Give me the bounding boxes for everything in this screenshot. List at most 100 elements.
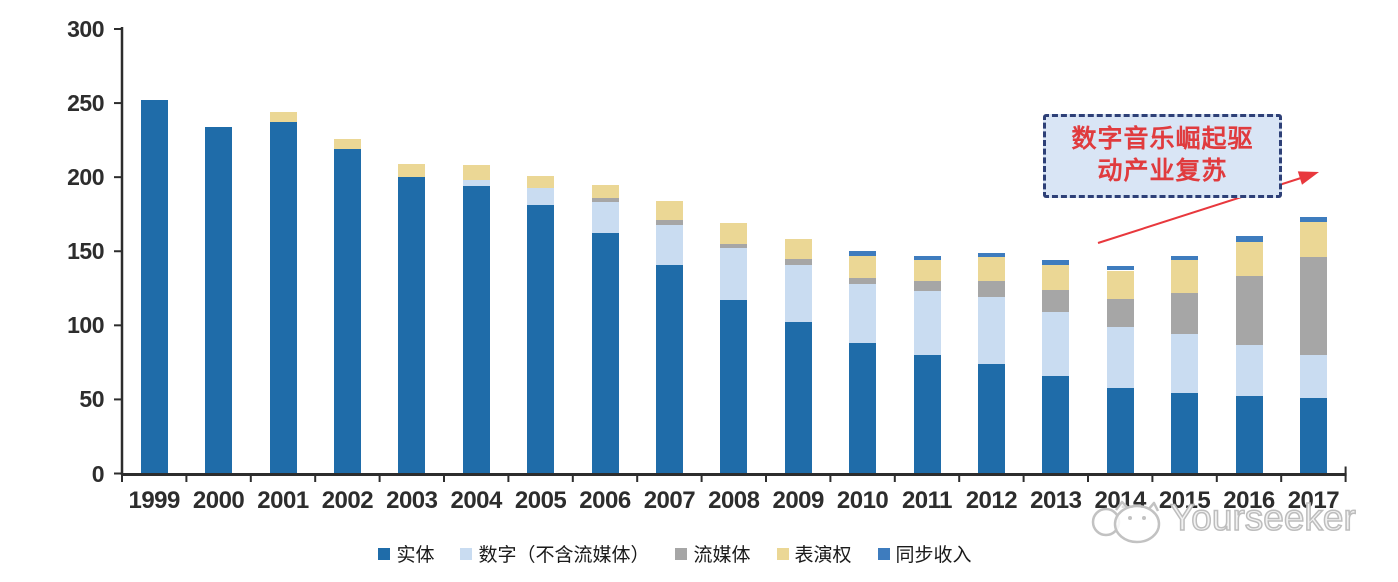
annotation-text-line2: 动产业复苏: [1097, 158, 1228, 185]
bar-segment: [1106, 270, 1134, 299]
x-axis-tick-label: 2017: [1287, 487, 1340, 514]
annotation-callout: 数字音乐崛起驱 动产业复苏: [1043, 114, 1282, 198]
legend-swatch: [378, 547, 391, 560]
bar-segment: [140, 100, 168, 474]
bar-segment: [398, 177, 426, 474]
bar-segment: [1299, 397, 1327, 474]
y-axis-tick-label: 100: [67, 312, 104, 339]
x-axis-tick-label: 2003: [386, 487, 438, 514]
bar-segment: [849, 277, 877, 284]
x-axis-tick-label: 2015: [1158, 487, 1211, 514]
bar-segment: [784, 264, 812, 323]
watermark-text: Yourseeker: [1169, 497, 1356, 539]
bar-segment: [849, 283, 877, 344]
bar-segment: [655, 200, 683, 221]
x-axis-tick-label: 2007: [643, 487, 696, 514]
watermark: Yourseeker: [1086, 497, 1357, 546]
legend-swatch: [776, 547, 789, 560]
bar-segment: [1106, 326, 1134, 388]
legend-label: 实体: [396, 545, 435, 566]
bar-segment: [720, 223, 748, 244]
bar-segment: [1235, 344, 1263, 397]
legend-swatch: [675, 547, 688, 560]
bar-segment: [977, 252, 1005, 258]
y-axis-tick-label: 300: [67, 15, 104, 42]
bar-segment: [849, 343, 877, 474]
bar-segment: [1042, 260, 1070, 265]
x-axis-tick-label: 2000: [192, 487, 245, 514]
bar-segment: [269, 122, 297, 474]
bar-segment: [1106, 298, 1134, 327]
bar-segment: [462, 180, 490, 187]
bar-segment: [527, 205, 555, 474]
legend: 实体 数字（不含流媒体） 流媒体 表演权 同步收入: [250, 540, 1100, 567]
bar-segment: [655, 224, 683, 265]
legend-item: 同步收入: [877, 540, 972, 567]
bar-segment: [1106, 387, 1134, 474]
legend-item: 流媒体: [675, 540, 751, 567]
bar-segment: [333, 149, 361, 474]
bar-segment: [913, 255, 941, 261]
x-axis-tick-label: 2001: [257, 487, 309, 514]
bar-segment: [398, 163, 426, 178]
bar-segment: [1042, 375, 1070, 474]
bar-segment: [591, 202, 619, 234]
bar-segment: [913, 291, 941, 355]
x-axis-tick-label: 1999: [128, 487, 180, 514]
bar-segment: [720, 248, 748, 301]
bar-segment: [1235, 236, 1263, 243]
x-axis-tick-label: 2004: [450, 487, 502, 514]
y-axis-tick-label: 250: [67, 90, 104, 117]
bar-segment: [591, 233, 619, 474]
bar-segment: [913, 280, 941, 292]
x-axis-tick-label: 2009: [772, 487, 824, 514]
bar-segment: [1042, 264, 1070, 290]
x-axis-tick-label: 2013: [1030, 487, 1082, 514]
bar-segment: [977, 257, 1005, 281]
bar-segment: [591, 184, 619, 198]
bar-segment: [1235, 242, 1263, 277]
bar-segment: [1299, 221, 1327, 258]
legend-swatch: [460, 547, 473, 560]
bar-segment: [913, 354, 941, 474]
bar-segment: [977, 363, 1005, 474]
bar-segment: [1106, 266, 1134, 271]
bar-segment: [784, 322, 812, 474]
bar-segment: [720, 300, 748, 474]
bar-segment: [205, 126, 233, 474]
bar-segment: [1171, 260, 1199, 293]
legend-label: 表演权: [794, 545, 852, 566]
y-axis-tick-label: 150: [67, 238, 104, 265]
bar-segment: [527, 175, 555, 188]
legend-item: 表演权: [776, 540, 852, 567]
bar-segment: [333, 138, 361, 149]
bar-segment: [1042, 311, 1070, 376]
bar-segment: [849, 255, 877, 278]
x-axis-tick-label: 2012: [965, 487, 1018, 514]
bar-segment: [784, 239, 812, 259]
bar-segment: [977, 297, 1005, 364]
bar-segment: [1235, 276, 1263, 345]
bar-segment: [720, 243, 748, 249]
bar-segment: [1171, 393, 1199, 474]
yourseeker-logo-icon: [1091, 500, 1161, 544]
bar-segment: [1042, 289, 1070, 312]
legend-label: 流媒体: [693, 545, 751, 566]
x-axis-tick-label: 2010: [836, 487, 889, 514]
x-axis-tick-label: 2005: [514, 487, 567, 514]
annotation-text-line1: 数字音乐崛起驱: [1071, 126, 1254, 153]
bar-segment: [977, 280, 1005, 298]
x-axis-tick-label: 2002: [321, 487, 374, 514]
bar-segment: [269, 111, 297, 123]
bar-segment: [527, 187, 555, 206]
bar-segment: [655, 220, 683, 225]
bar-segment: [462, 165, 490, 181]
x-axis-tick-label: 2011: [901, 487, 953, 514]
x-axis-tick-label: 2016: [1223, 487, 1275, 514]
bar-segment: [1171, 292, 1199, 335]
bar-segment: [591, 197, 619, 203]
y-axis-tick-label: 0: [91, 460, 105, 487]
